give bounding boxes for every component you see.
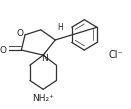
- Text: Cl⁻: Cl⁻: [108, 50, 123, 60]
- Text: O: O: [17, 29, 24, 38]
- Text: H: H: [58, 23, 63, 32]
- Text: NH₂⁺: NH₂⁺: [32, 94, 54, 103]
- Text: N: N: [41, 54, 48, 63]
- Text: O: O: [0, 46, 7, 55]
